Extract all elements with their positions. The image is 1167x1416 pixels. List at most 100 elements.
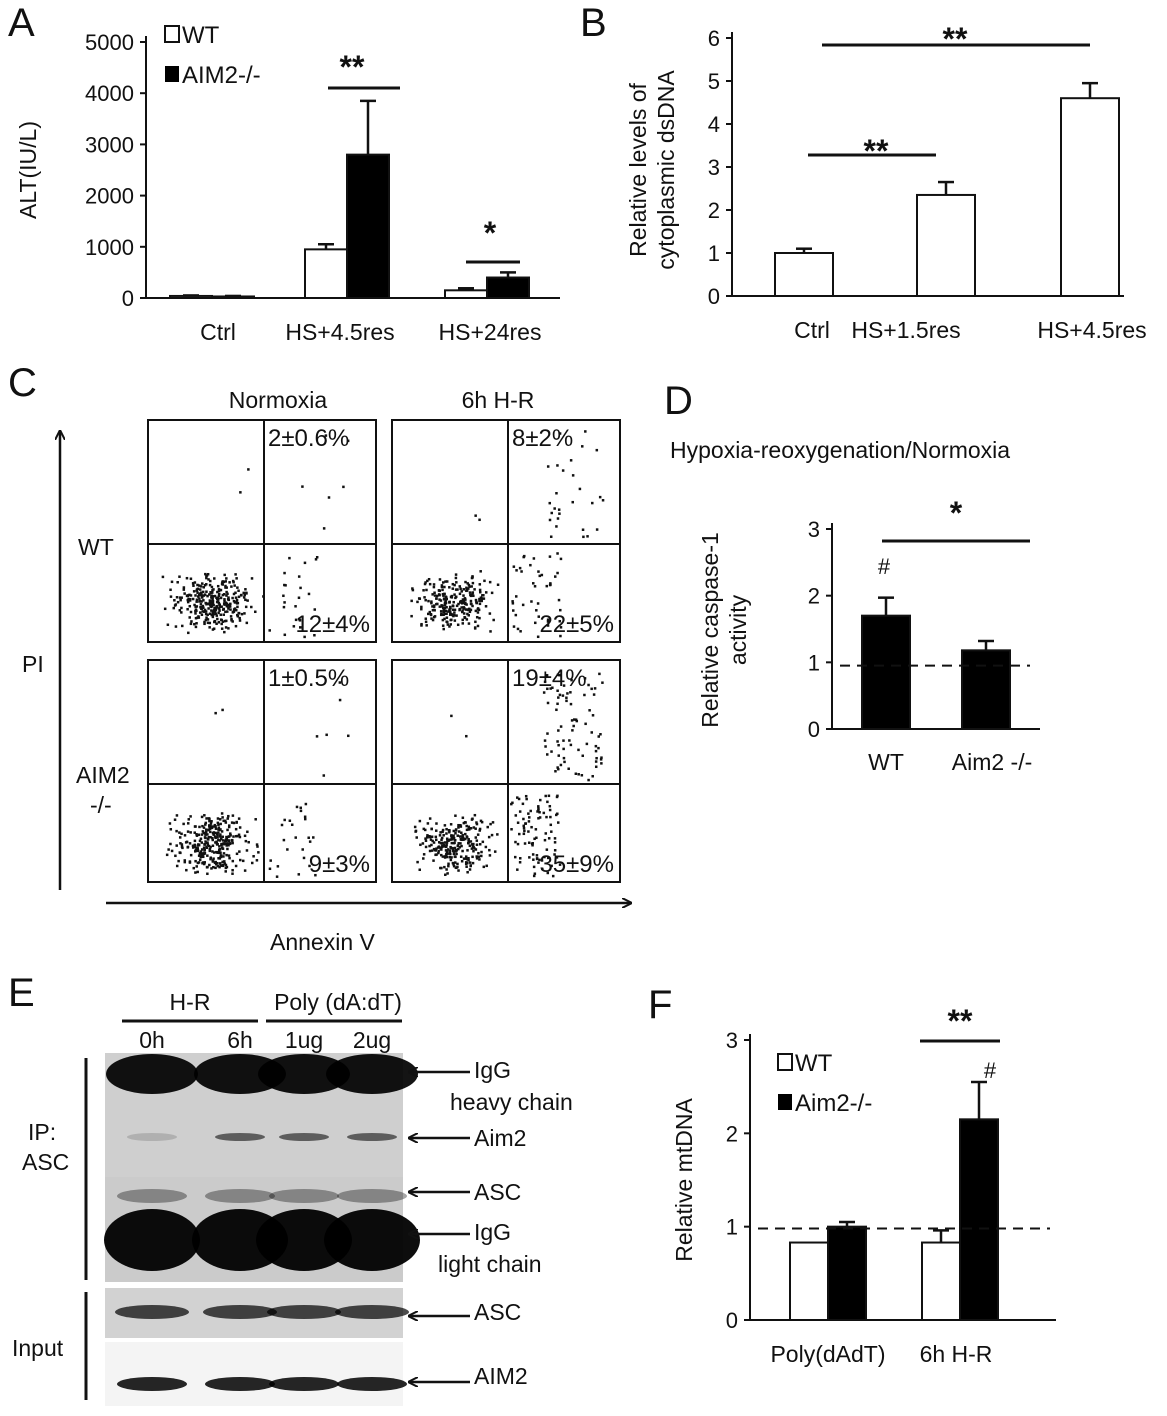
flow-event xyxy=(467,583,471,587)
flow-event xyxy=(191,844,195,848)
flow-event xyxy=(214,831,217,835)
flow-event xyxy=(569,702,573,706)
flow-event xyxy=(221,708,224,712)
flow-event xyxy=(458,592,462,596)
flow-event xyxy=(205,845,208,849)
flow-event xyxy=(233,584,236,587)
flow-event xyxy=(546,701,550,705)
flow-event xyxy=(550,750,553,753)
flow-event xyxy=(523,842,527,845)
flow-event xyxy=(200,607,203,610)
flow-event xyxy=(229,834,232,837)
a-category-label: HS+24res xyxy=(439,319,542,345)
flow-event xyxy=(193,581,197,584)
flow-event xyxy=(342,485,345,489)
flow-event xyxy=(467,622,471,625)
flow-event xyxy=(553,507,556,510)
flow-col-normoxia: Normoxia xyxy=(229,387,328,413)
flow-event xyxy=(229,832,232,835)
flow-event xyxy=(302,856,306,860)
flow-event xyxy=(224,626,228,629)
flow-event xyxy=(595,528,599,531)
flow-event xyxy=(219,855,222,859)
flow-event xyxy=(557,767,560,771)
flow-event xyxy=(225,577,228,580)
flow-event xyxy=(205,616,208,619)
flow-event xyxy=(188,616,191,619)
flow-event xyxy=(575,719,579,723)
flow-event xyxy=(418,868,421,872)
flow-event xyxy=(546,856,550,860)
flow-event xyxy=(225,605,229,608)
flow-event xyxy=(183,860,187,864)
flow-event xyxy=(571,729,574,732)
flow-event xyxy=(438,598,441,601)
flow-event xyxy=(234,596,238,599)
flow-event xyxy=(204,618,208,622)
flow-event xyxy=(208,849,212,853)
flow-event xyxy=(437,849,440,853)
flow-event xyxy=(468,585,471,588)
flow-event xyxy=(212,857,215,860)
flow-event xyxy=(193,843,196,847)
flow-event xyxy=(434,835,438,839)
flow-event xyxy=(594,760,598,763)
blot-band-asc-input xyxy=(335,1305,409,1319)
flow-event xyxy=(445,597,448,601)
flow-event xyxy=(547,837,551,840)
flow-event xyxy=(196,587,200,591)
flow-event xyxy=(439,613,443,617)
flow-event xyxy=(294,618,298,622)
flow-event xyxy=(220,622,223,626)
flow-event xyxy=(200,833,204,836)
flow-event xyxy=(581,445,584,448)
flow-event xyxy=(536,602,540,605)
flow-event xyxy=(454,573,458,576)
flow-event xyxy=(215,622,218,626)
flow-event xyxy=(475,601,478,605)
flow-event xyxy=(441,581,445,584)
flow-event xyxy=(218,818,222,821)
flow-event xyxy=(169,595,173,598)
flow-event xyxy=(212,603,215,607)
flow-event xyxy=(466,870,469,874)
flow-event xyxy=(557,508,561,511)
flow-event xyxy=(543,838,547,842)
a-sig-label: ** xyxy=(340,49,365,85)
flow-event xyxy=(457,823,460,827)
b-bar xyxy=(1060,97,1120,297)
flow-event xyxy=(222,855,225,858)
flow-event xyxy=(338,698,342,702)
flow-event xyxy=(513,855,517,859)
flow-event xyxy=(525,797,528,801)
flow-event xyxy=(543,680,547,684)
flow-event xyxy=(202,846,206,849)
flow-event xyxy=(217,857,220,860)
flow-event xyxy=(574,772,578,776)
flow-event xyxy=(283,818,286,822)
flow-event xyxy=(236,834,239,838)
d-title: Hypoxia-reoxygenation/Normoxia xyxy=(670,437,1010,463)
flow-event xyxy=(590,731,594,734)
flow-event xyxy=(561,469,565,472)
flow-event xyxy=(193,825,197,828)
flow-event xyxy=(472,594,475,598)
flow-event xyxy=(444,609,448,613)
flow-event xyxy=(223,592,226,596)
flow-event xyxy=(193,831,197,834)
flow-event xyxy=(200,606,204,609)
flow-event xyxy=(522,826,526,830)
flow-event xyxy=(188,593,191,597)
flow-event xyxy=(225,602,229,605)
flow-event xyxy=(189,610,193,614)
flow-event xyxy=(569,459,573,462)
flow-event xyxy=(440,585,444,589)
flow-event xyxy=(237,833,241,837)
flow-event xyxy=(208,612,212,615)
flow-event xyxy=(478,583,482,586)
flow-event xyxy=(458,607,461,611)
flow-event xyxy=(313,608,317,611)
flow-event xyxy=(461,849,464,853)
flow-event xyxy=(467,587,470,590)
